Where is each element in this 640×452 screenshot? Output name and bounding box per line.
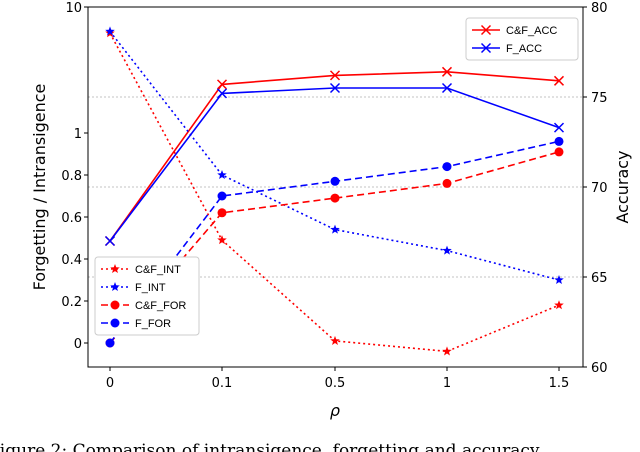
legend-label: C&F_ACC [506, 25, 557, 37]
f-int-point [330, 224, 340, 234]
f-acc-line [109, 87, 560, 242]
cf-for-point [554, 147, 564, 157]
f-int-point [554, 275, 564, 285]
x-tick-label: 0.5 [325, 376, 346, 391]
f-acc-point [216, 88, 228, 99]
cf-for-point [217, 208, 227, 218]
figure-caption: Figure 2: Comparison of intransigence, f… [0, 441, 540, 452]
right-axis: 60 65 70 75 80 [583, 1, 608, 376]
grid-lines [88, 96, 583, 278]
legend-entry-cf-int: C&F_INT [101, 264, 181, 276]
f-int-point [217, 170, 227, 180]
left-tick-label: 0.4 [61, 253, 82, 268]
left-tick-label: 0.6 [61, 211, 82, 226]
f-int-line [109, 30, 560, 281]
legend-f-for-point [110, 318, 120, 328]
legend-f-acc-point [480, 42, 492, 54]
legend-box [465, 17, 579, 61]
series-layer [104, 26, 565, 356]
x-axis: 0 0.1 0.5 1 1.5 [106, 367, 569, 391]
cf-int-point [442, 346, 452, 356]
f-int-point [105, 26, 115, 36]
legend-f-int-point [110, 282, 120, 292]
f-for-point [105, 338, 115, 348]
cf-int-point [330, 335, 340, 345]
series-f-for [105, 136, 564, 348]
right-tick-label: 65 [591, 271, 608, 286]
f-for-point [330, 176, 340, 186]
cf-acc-point [441, 66, 453, 77]
legend-cf-for-point [110, 300, 120, 310]
x-tick-label: 1 [443, 376, 451, 391]
x-tick-label: 1.5 [549, 376, 570, 391]
cf-int-point [217, 235, 227, 245]
f-for-point [442, 162, 452, 172]
f-for-point [217, 191, 227, 201]
cf-for-point [330, 193, 340, 203]
series-f-acc [104, 82, 565, 247]
x-tick-label: 0.1 [212, 376, 233, 391]
f-acc-point [441, 82, 453, 94]
cf-acc-point [216, 79, 228, 90]
cf-int-point [554, 300, 564, 310]
f-acc-point [329, 82, 341, 94]
left-tick-label: 0 [74, 337, 82, 352]
f-acc-point [104, 235, 116, 247]
f-for-point [554, 136, 564, 146]
left-tick-label: 0.8 [61, 169, 82, 184]
left-tick-label: 1 [74, 127, 82, 142]
left-axis-title: Forgetting / Intransigence [30, 84, 49, 291]
legend-entry-cf-for: C&F_FOR [101, 300, 186, 312]
f-int-point [442, 245, 452, 255]
legend-label: F_ACC [506, 43, 542, 55]
x-tick-label: 0 [106, 376, 114, 391]
legend-top-right: C&F_ACC F_ACC [465, 17, 579, 61]
legend-label: F_INT [135, 282, 166, 294]
right-axis-title: Accuracy [613, 150, 632, 223]
right-tick-label: 60 [591, 361, 608, 376]
legend-entry-f-acc: F_ACC [472, 42, 542, 55]
legend-label: F_FOR [135, 318, 171, 330]
cf-for-line [109, 151, 560, 344]
legend-entry-f-for: F_FOR [101, 318, 171, 330]
legend-label: C&F_INT [135, 264, 181, 276]
cf-acc-point [553, 75, 565, 86]
legend-cf-int-point [110, 264, 120, 274]
legend-entry-cf-acc: C&F_ACC [472, 24, 557, 37]
cf-acc-point [329, 70, 341, 81]
right-tick-label: 70 [591, 181, 608, 196]
left-axis: 0 0.2 0.4 0.6 0.8 1 10 [61, 1, 88, 352]
left-tick-label: 0.2 [61, 295, 82, 310]
legend-entry-f-int: F_INT [101, 282, 166, 294]
f-acc-point [553, 122, 565, 133]
left-tick-label: 10 [65, 1, 82, 16]
series-f-int [105, 26, 564, 285]
legend-cf-acc-point [480, 24, 492, 36]
legend-bottom-left: C&F_INT F_INT C&F_FOR F_FOR [94, 256, 200, 336]
legend-box [94, 256, 200, 336]
right-tick-label: 75 [591, 91, 608, 106]
cf-for-point [442, 178, 452, 188]
legend-label: C&F_FOR [135, 300, 186, 312]
right-tick-label: 80 [591, 1, 608, 16]
x-axis-title: ρ [330, 401, 340, 420]
